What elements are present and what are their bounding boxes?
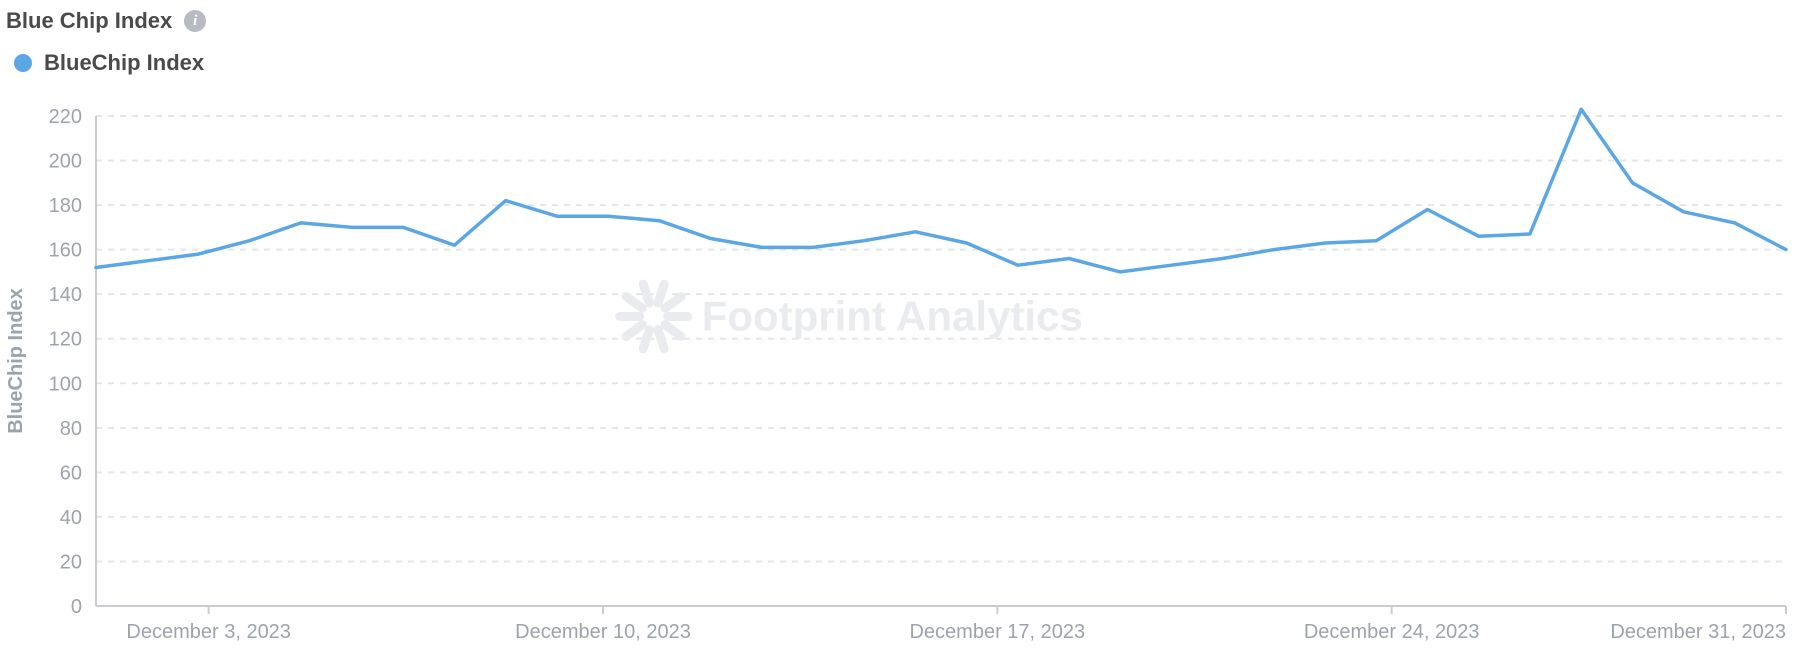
line-chart: 0 20 40 60 80 100 120 140 160 180 200 220 Footprint …	[0, 96, 1796, 660]
x-tick-label: December 17, 2023	[909, 621, 1085, 643]
y-tick-label: 180	[49, 195, 82, 217]
y-tick-label: 120	[49, 329, 82, 351]
x-tick-label: December 31, 2023	[1610, 621, 1786, 643]
page-title: Blue Chip Index	[6, 8, 172, 34]
y-tick-label: 40	[60, 507, 82, 529]
y-tick-label: 20	[60, 551, 82, 573]
watermark-spinner-icon	[665, 325, 681, 337]
title-row: Blue Chip Index i	[0, 0, 1796, 40]
y-tick-label: 200	[49, 151, 82, 173]
watermark-spinner-icon	[665, 296, 681, 308]
y-tick-label: 80	[60, 418, 82, 440]
series-line	[96, 109, 1786, 272]
watermark-text: Footprint Analytics	[702, 292, 1083, 339]
x-tick-label: December 24, 2023	[1304, 621, 1480, 643]
y-tick-label: 60	[60, 462, 82, 484]
y-tick-label: 220	[49, 106, 82, 128]
y-tick-label: 140	[49, 284, 82, 306]
x-tick-label: December 3, 2023	[126, 621, 291, 643]
watermark-spinner-icon	[643, 330, 649, 349]
watermark-spinner-icon	[658, 284, 664, 303]
watermark-spinner-icon	[643, 284, 649, 303]
y-axis-title: BlueChip Index	[5, 288, 27, 434]
legend-dot-icon	[14, 54, 32, 72]
watermark-spinner-icon	[626, 325, 642, 337]
watermark-spinner-icon	[626, 296, 642, 308]
info-icon[interactable]: i	[184, 10, 206, 32]
y-tick-label: 160	[49, 240, 82, 262]
legend: BlueChip Index	[0, 40, 1796, 82]
watermark-spinner-icon	[658, 330, 664, 349]
y-tick-label: 100	[49, 373, 82, 395]
legend-label[interactable]: BlueChip Index	[44, 50, 204, 76]
x-tick-label: December 10, 2023	[515, 621, 691, 643]
y-tick-label: 0	[71, 596, 82, 618]
